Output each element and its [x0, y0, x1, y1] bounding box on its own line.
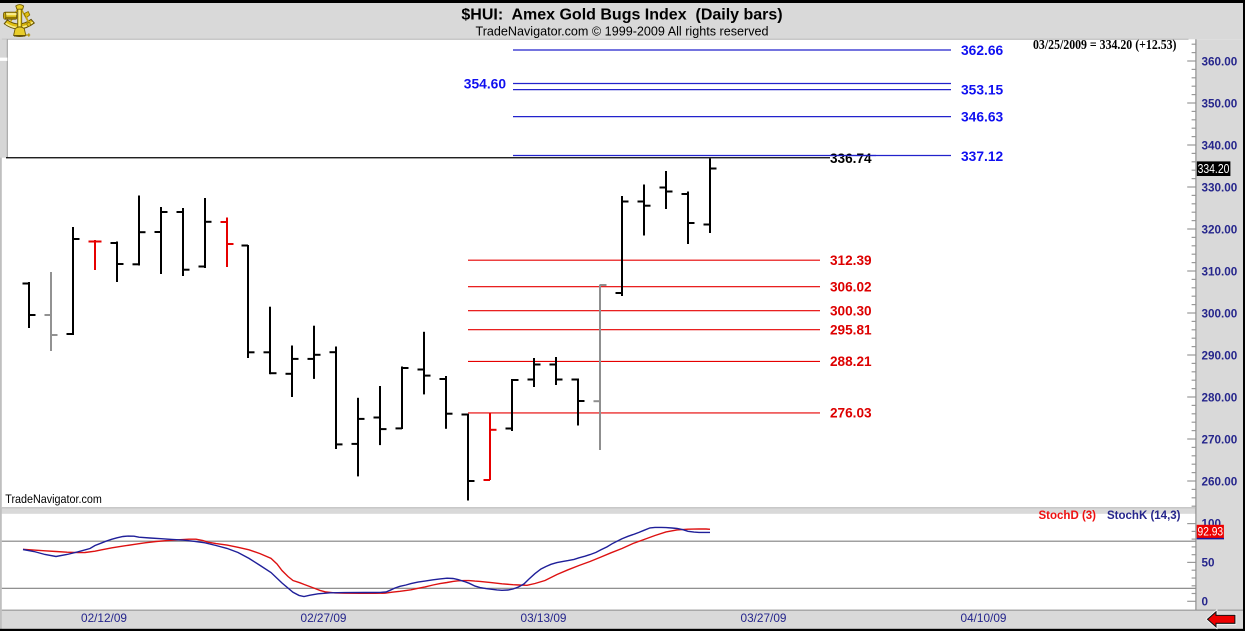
svg-text:288.21: 288.21 — [830, 354, 872, 369]
svg-text:StochD (3): StochD (3) — [1039, 510, 1097, 522]
svg-text:TradeNavigator.com: TradeNavigator.com — [5, 492, 102, 506]
svg-text:03/25/2009 = 334.20 (+12.53): 03/25/2009 = 334.20 (+12.53) — [1033, 37, 1177, 52]
svg-text:320.00: 320.00 — [1202, 223, 1238, 236]
svg-text:$HUI: Amex Gold Bugs Index (: $HUI: Amex Gold Bugs Index (Daily bars) — [461, 6, 782, 23]
svg-text:312.39: 312.39 — [830, 253, 872, 268]
svg-text:03/27/09: 03/27/09 — [741, 611, 787, 625]
svg-text:310.00: 310.00 — [1202, 265, 1238, 278]
svg-text:340.00: 340.00 — [1202, 139, 1238, 152]
svg-text:50: 50 — [1202, 556, 1216, 569]
svg-text:02/27/09: 02/27/09 — [301, 611, 347, 625]
svg-text:353.15: 353.15 — [961, 83, 1004, 98]
svg-text:346.63: 346.63 — [961, 109, 1004, 124]
svg-text:336.74: 336.74 — [830, 151, 872, 166]
svg-text:300.30: 300.30 — [830, 304, 872, 319]
svg-text:02/12/09: 02/12/09 — [81, 611, 127, 625]
svg-text:350.00: 350.00 — [1202, 97, 1238, 110]
svg-text:360.00: 360.00 — [1202, 55, 1238, 68]
svg-text:300.00: 300.00 — [1202, 307, 1238, 320]
svg-text:290.00: 290.00 — [1202, 349, 1238, 362]
svg-text:260.00: 260.00 — [1202, 475, 1238, 488]
svg-text:270.00: 270.00 — [1202, 433, 1238, 446]
svg-text:362.66: 362.66 — [961, 43, 1004, 58]
svg-text:280.00: 280.00 — [1202, 391, 1238, 404]
svg-text:04/10/09: 04/10/09 — [961, 611, 1007, 625]
svg-text:TradeNavigator.com © 1999-2009: TradeNavigator.com © 1999-2009 All right… — [475, 25, 768, 39]
svg-text:337.12: 337.12 — [961, 149, 1004, 164]
svg-text:354.60: 354.60 — [464, 76, 507, 91]
svg-text:334.20: 334.20 — [1198, 162, 1230, 176]
svg-text:306.02: 306.02 — [830, 280, 872, 295]
svg-text:295.81: 295.81 — [830, 323, 872, 338]
svg-text:0: 0 — [1202, 595, 1209, 608]
svg-text:03/13/09: 03/13/09 — [521, 611, 567, 625]
svg-text:276.03: 276.03 — [830, 406, 872, 421]
svg-text:StochK (14,3): StochK (14,3) — [1107, 510, 1181, 522]
svg-text:92.93: 92.93 — [1198, 525, 1224, 539]
svg-text:330.00: 330.00 — [1202, 181, 1238, 194]
